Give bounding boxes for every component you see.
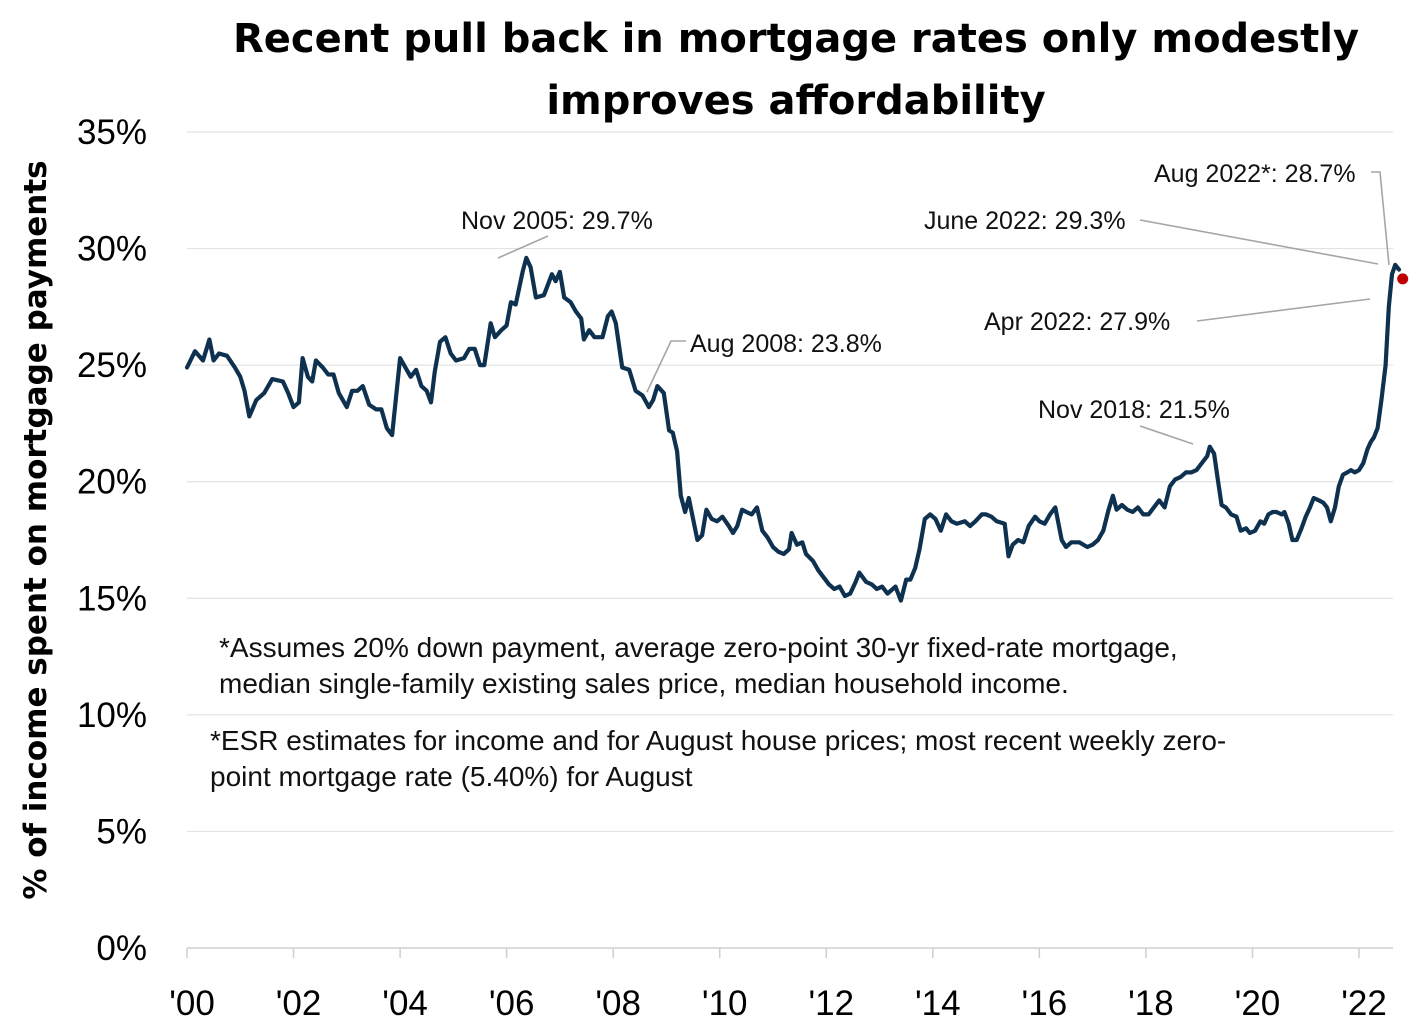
series-line: [184, 255, 1402, 603]
x-tick-label: '02: [276, 984, 322, 1023]
footnote-2-line-1: *ESR estimates for income and for August…: [210, 725, 1226, 756]
footnote-2-line-2: point mortgage rate (5.40%) for August: [210, 761, 693, 792]
annotation-label: Apr 2022: 27.9%: [984, 308, 1170, 336]
annotations: Nov 2005: 29.7% Aug 2008: 23.8% Nov 2018: …: [461, 160, 1390, 445]
annotation-leader-line: [1139, 425, 1194, 445]
latest-point-marker: [1397, 273, 1409, 285]
x-tick-label: '04: [382, 984, 428, 1023]
annotation-leader-line: [1196, 298, 1371, 322]
x-tick-label: '12: [808, 984, 854, 1023]
y-tick-label: 10%: [77, 696, 147, 735]
annotation-leader-line: [1139, 219, 1379, 265]
chart-title-line-1: Recent pull back in mortgage rates only …: [233, 16, 1359, 62]
x-tick-label: '20: [1235, 984, 1281, 1023]
y-axis-label: % of income spent on mortgage payments: [18, 160, 54, 899]
y-tick-label: 25%: [77, 346, 147, 385]
x-tick-label: '06: [489, 984, 535, 1023]
y-tick-label: 20%: [77, 463, 147, 502]
annotation-leader-line: [497, 235, 549, 259]
x-tick-label: '18: [1128, 984, 1174, 1023]
annotation-label: June 2022: 29.3%: [924, 207, 1126, 235]
annotation-label: Nov 2005: 29.7%: [461, 207, 653, 235]
x-tick-label: '08: [595, 984, 641, 1023]
annotation-leader-line: [646, 340, 686, 393]
footnote-1-line-1: *Assumes 20% down payment, average zero-…: [219, 632, 1178, 663]
annotation-leader-line: [1371, 171, 1390, 266]
y-tick-label: 35%: [77, 113, 147, 152]
tick-labels: 0% 5% 10% 15% 20% 25% 30% 35% '00 '02 '04 '06 '08 '10…: [77, 113, 1387, 1023]
footnote-1-line-2: median single-family existing sales pric…: [219, 668, 1069, 699]
annotation-label: Aug 2008: 23.8%: [690, 330, 882, 358]
x-tick-label: '10: [702, 984, 748, 1023]
gridlines: [187, 131, 1393, 833]
x-tick-label: '00: [169, 984, 215, 1023]
x-tick-label: '16: [1022, 984, 1068, 1023]
y-tick-label: 5%: [96, 812, 147, 851]
axes: [186, 947, 1393, 958]
annotation-label: Nov 2018: 21.5%: [1038, 396, 1230, 424]
series-layer: [184, 255, 1409, 603]
x-tick-label: '14: [915, 984, 961, 1023]
chart-title-line-2: improves affordability: [546, 78, 1045, 124]
annotation-label: Aug 2022*: 28.7%: [1154, 160, 1356, 188]
y-tick-label: 30%: [77, 230, 147, 269]
x-tick-label: '22: [1341, 984, 1387, 1023]
y-tick-label: 15%: [77, 579, 147, 618]
y-tick-label: 0%: [96, 929, 147, 968]
